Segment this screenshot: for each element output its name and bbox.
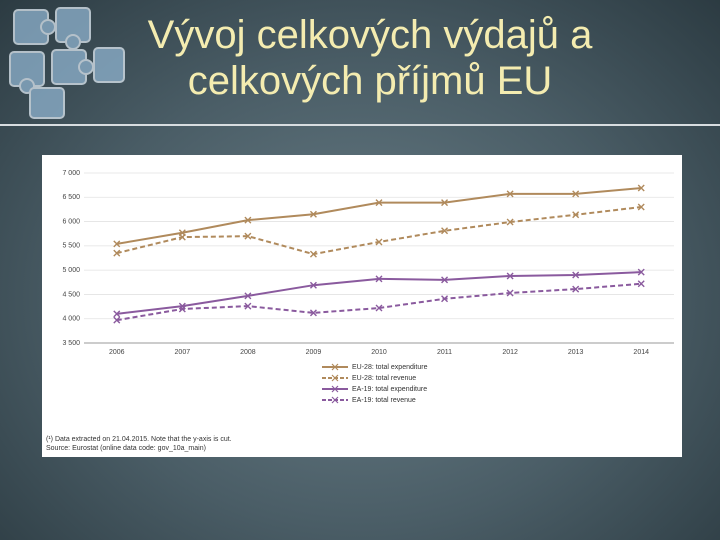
x-tick-label: 2012 xyxy=(502,349,518,356)
point-marker xyxy=(637,184,645,192)
point-marker xyxy=(441,227,449,235)
point-marker xyxy=(441,295,449,303)
point-marker xyxy=(113,316,121,324)
y-tick-label: 5 500 xyxy=(62,243,80,250)
legend-marker xyxy=(331,385,339,393)
x-tick-label: 2011 xyxy=(437,349,452,356)
point-marker xyxy=(637,280,645,288)
x-tick-label: 2014 xyxy=(633,349,649,356)
point-marker xyxy=(572,211,580,219)
legend-marker xyxy=(331,363,339,371)
x-tick-label: 2009 xyxy=(306,349,322,356)
point-marker xyxy=(178,305,186,313)
point-marker xyxy=(506,190,514,198)
point-marker xyxy=(113,249,121,257)
point-marker xyxy=(113,310,121,318)
point-marker xyxy=(309,210,317,218)
legend-label: EU-28: total revenue xyxy=(352,375,416,382)
title-line: celkových příjmů EU xyxy=(187,59,553,103)
x-tick-label: 2008 xyxy=(240,349,256,356)
legend-label: EA-19: total expenditure xyxy=(352,386,427,393)
point-marker xyxy=(244,216,252,224)
point-marker xyxy=(178,233,186,241)
point-marker xyxy=(244,302,252,310)
point-marker xyxy=(375,199,383,207)
puzzle-decoration xyxy=(9,7,125,119)
point-marker xyxy=(244,232,252,240)
y-tick-label: 7 000 xyxy=(62,170,80,177)
point-marker xyxy=(375,238,383,246)
x-tick-label: 2013 xyxy=(568,349,584,356)
footnote: Source: Eurostat (online data code: gov_… xyxy=(46,445,206,452)
title-line: Vývoj celkových výdajů a xyxy=(147,13,593,57)
point-marker xyxy=(244,292,252,300)
point-marker xyxy=(441,276,449,284)
point-marker xyxy=(506,272,514,280)
point-marker xyxy=(441,199,449,207)
point-marker xyxy=(375,304,383,312)
point-marker xyxy=(309,281,317,289)
point-marker xyxy=(572,190,580,198)
point-marker xyxy=(309,250,317,258)
x-tick-label: 2007 xyxy=(175,349,191,356)
point-marker xyxy=(637,203,645,211)
y-tick-label: 4 000 xyxy=(62,316,80,323)
legend-marker xyxy=(331,396,339,404)
y-tick-label: 6 000 xyxy=(62,218,80,225)
y-tick-label: 4 500 xyxy=(62,291,80,298)
point-marker xyxy=(637,268,645,276)
point-marker xyxy=(309,309,317,317)
x-tick-label: 2006 xyxy=(109,349,125,356)
title-rule xyxy=(0,124,720,126)
point-marker xyxy=(113,240,121,248)
legend-label: EA-19: total revenue xyxy=(352,397,416,404)
y-tick-label: 5 000 xyxy=(62,267,80,274)
x-tick-label: 2010 xyxy=(371,349,387,356)
series-line xyxy=(116,282,642,322)
chart: 3 500 4 000 4 500 5 000 5 500 6 000 6 500 7 000… xyxy=(42,155,682,457)
point-marker xyxy=(506,289,514,297)
slide-title: Vývoj celkových výdajů a celkových příjm… xyxy=(110,12,630,104)
series-line xyxy=(116,187,642,245)
legend-marker xyxy=(331,374,339,382)
legend-label: EU-28: total expenditure xyxy=(352,364,428,371)
footnote: (¹) Data extracted on 21.04.2015. Note t… xyxy=(46,436,232,443)
point-marker xyxy=(506,218,514,226)
y-tick-label: 6 500 xyxy=(62,194,80,201)
y-tick-label: 3 500 xyxy=(62,340,80,347)
point-marker xyxy=(375,275,383,283)
point-marker xyxy=(572,271,580,279)
point-marker xyxy=(572,285,580,293)
